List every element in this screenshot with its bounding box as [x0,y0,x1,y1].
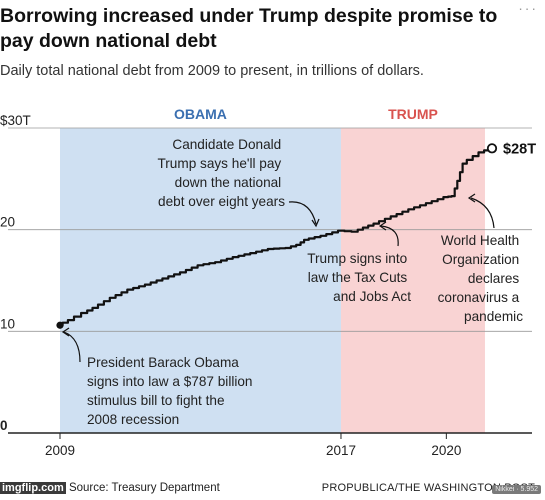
annotation-line: World Health [441,233,519,248]
annotation-line: 2008 recession [87,412,179,427]
chart-title: Borrowing increased under Trump despite … [0,5,498,52]
annotation-line: signs into law a $787 billion [87,374,253,389]
trump-band-label: TRUMP [388,106,438,122]
x-axis-ticks: 2009 2017 2020 [45,433,461,458]
watermark-logo: imgflip.com [0,482,66,494]
annotation-tax-cuts: Trump signs into law the Tax Cuts and Jo… [307,251,411,304]
annotation-arrow-pandemic [470,197,495,229]
y-tick-label: 0 [0,418,8,433]
annotation-candidate-trump: Candidate Donald Trump says he'll pay do… [157,137,285,209]
annotation-line: stimulus bill to fight the [87,393,225,408]
obama-band-label: OBAMA [174,106,227,122]
debt-series-line [60,147,492,327]
more-options-icon[interactable]: · · · [518,0,536,16]
y-tick-label: 10 [0,316,15,331]
annotation-arrowhead [378,221,387,231]
x-tick-label: 2020 [431,443,461,458]
source-note: imgflip.com Source: Treasury Department [0,482,220,494]
chart-subtitle: Daily total national debt from 2009 to p… [0,63,424,79]
annotation-line: President Barack Obama [87,355,239,370]
annotation-who-pandemic: World Health Organization declares coron… [438,233,524,324]
x-tick-label: 2017 [326,443,356,458]
annotation-line: Trump signs into [307,251,407,266]
annotation-line: law the Tax Cuts [308,270,408,285]
annotation-arrow-stimulus [63,331,81,363]
annotation-arrowhead [61,327,70,337]
annotation-arrowhead [311,218,320,228]
x-tick-label: 2009 [45,443,75,458]
annotation-line: debt over eight years [158,194,285,209]
annotation-line: pandemic [464,309,523,324]
annotation-line: declares [468,271,520,286]
y-tick-label: 20 [0,215,15,230]
y-tick-label: $30T [0,113,31,128]
annotation-line: Organization [442,252,519,267]
annotation-line: Candidate Donald [172,137,281,152]
y-axis-ticks: $30T 20 10 0 [0,113,31,433]
annotation-obama-stimulus: President Barack Obama signs into law a … [87,355,256,427]
annotation-line: coronavirus a [438,290,520,305]
credit-line: PROPUBLICA/THE WASHINGTON POST [321,482,535,494]
obama-term-band [60,128,341,433]
annotation-arrow-tax-cuts [380,225,399,247]
annotation-line: down the national [175,175,282,190]
start-point [56,321,64,329]
annotation-arrowhead [467,193,476,203]
annotation-line: and Jobs Act [333,289,411,304]
gridlines [8,127,532,434]
annotation-arrow-candidate [288,201,317,225]
end-value-label: $28T [503,141,536,157]
end-point [486,143,498,154]
annotation-line: Trump says he'll pay [157,156,281,171]
source-text: Source: Treasury Department [68,482,220,494]
corner-badge: Nikkei · 5.952 [492,485,541,494]
